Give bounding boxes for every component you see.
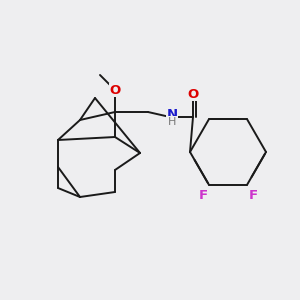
- Text: O: O: [188, 88, 199, 100]
- Text: F: F: [198, 189, 208, 202]
- Text: F: F: [248, 189, 258, 202]
- Text: O: O: [110, 83, 121, 97]
- Text: N: N: [167, 109, 178, 122]
- Text: H: H: [168, 117, 176, 127]
